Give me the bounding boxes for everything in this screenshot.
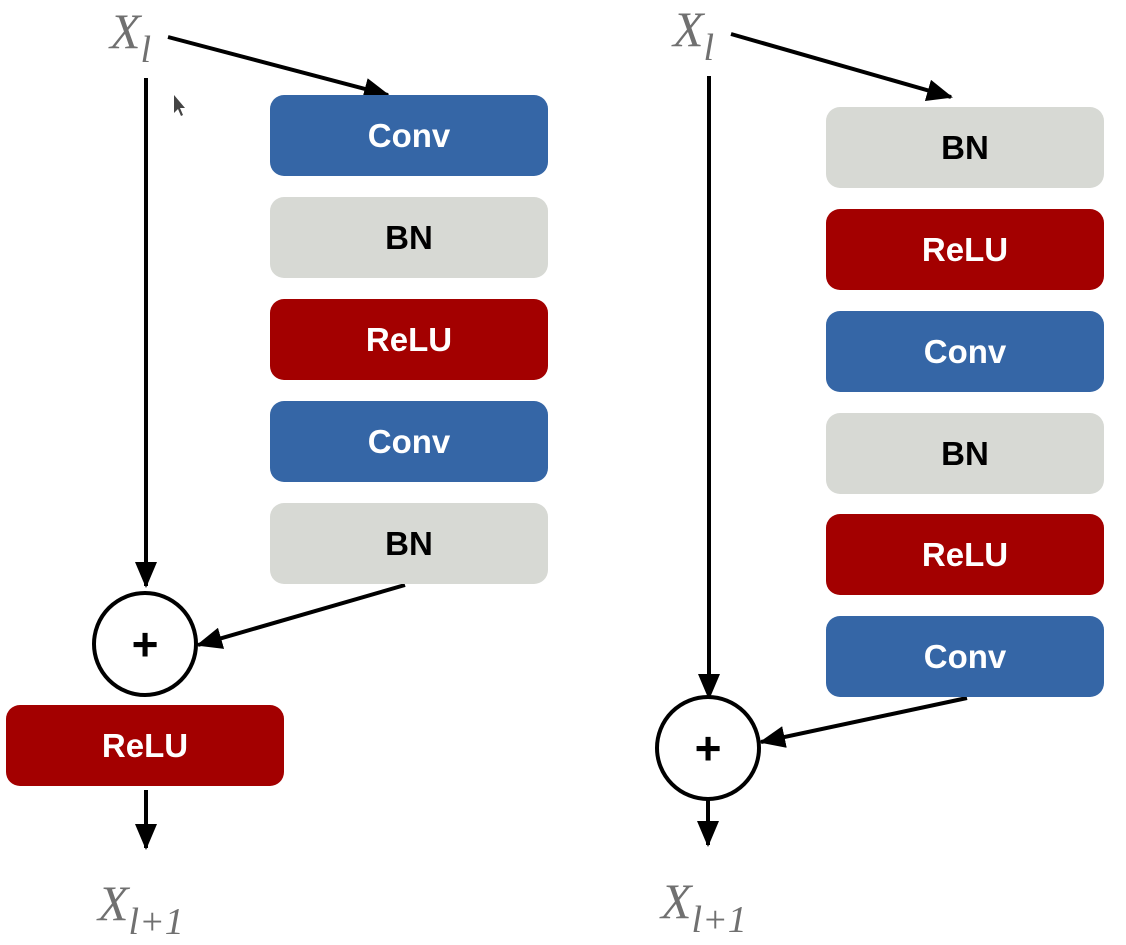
right-layer-relu-1: ReLU [826, 209, 1104, 290]
right-layer-conv-1: Conv [826, 311, 1104, 392]
left-adder-circle [92, 591, 198, 697]
left-residual-to-adder-arrow [196, 583, 406, 649]
right-output-label: Xl+1 [661, 873, 747, 941]
left-input-to-first-layer-arrow [167, 35, 390, 100]
right-layer-bn-2: BN [826, 413, 1104, 494]
right-adder-circle [655, 695, 761, 801]
mouse-cursor-icon [174, 95, 185, 116]
left-output-label: Xl+1 [98, 875, 184, 943]
right-layer-conv-2: Conv [826, 616, 1104, 697]
left-layer-bn-1: BN [270, 197, 548, 278]
right-residual-to-adder-arrow [759, 696, 968, 748]
right-input-to-first-layer-arrow [730, 32, 953, 101]
left-layer-relu-1: ReLU [270, 299, 548, 380]
left-layer-bn-2: BN [270, 503, 548, 584]
left-adder-plus: + [131, 618, 159, 670]
left-post-relu: ReLU [6, 705, 284, 786]
left-input-label: Xl [110, 3, 152, 71]
left-layer-conv-2: Conv [270, 401, 548, 482]
right-layer-relu-2: ReLU [826, 514, 1104, 595]
right-layer-bn-1: BN [826, 107, 1104, 188]
right-adder-plus: + [694, 722, 722, 774]
left-layer-conv-1: Conv [270, 95, 548, 176]
right-input-label: Xl [673, 1, 715, 69]
